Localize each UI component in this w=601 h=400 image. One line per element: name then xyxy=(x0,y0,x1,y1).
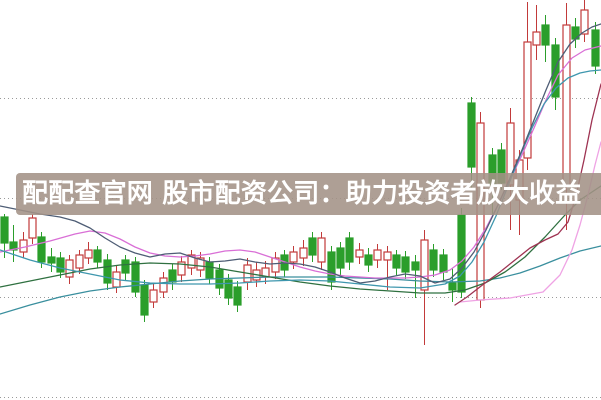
candle-body xyxy=(457,214,466,293)
candle-body xyxy=(187,254,196,269)
candle-body xyxy=(467,102,476,168)
candle-body xyxy=(448,282,457,291)
candle-body xyxy=(532,31,541,46)
ma-green xyxy=(0,185,601,294)
candle-body xyxy=(580,9,589,35)
candle-body xyxy=(523,41,532,159)
candle-body xyxy=(159,277,168,293)
candle-body xyxy=(364,254,373,266)
candle-body xyxy=(56,257,65,273)
candle-body xyxy=(84,249,93,259)
candle-body xyxy=(93,249,102,263)
candle-body xyxy=(75,254,84,269)
candle-body xyxy=(411,261,420,271)
candle-body xyxy=(541,24,550,46)
candle-body xyxy=(355,249,364,258)
candle-body xyxy=(233,286,242,306)
candle-body xyxy=(317,237,326,263)
candle-body xyxy=(205,261,214,279)
candle-body xyxy=(149,289,158,303)
candle-body xyxy=(196,257,205,271)
candle-body xyxy=(131,261,140,293)
candle-body xyxy=(224,279,233,299)
candle-body xyxy=(289,251,298,263)
candle-body xyxy=(140,284,149,316)
candle-body xyxy=(373,249,382,261)
candle-body xyxy=(37,236,46,263)
headline-overlay: 配配查官网 股市配资公司：助力投资者放大收益 xyxy=(16,173,601,215)
ma-teal-long xyxy=(0,245,601,315)
candle-body xyxy=(9,241,18,251)
candle-body xyxy=(65,259,74,278)
candle-body xyxy=(420,239,429,291)
candle-body xyxy=(345,237,354,263)
candle-body xyxy=(429,249,438,271)
candle-body xyxy=(177,261,186,276)
candle-body xyxy=(168,269,177,283)
ma-slate xyxy=(0,23,601,284)
ma-maroon xyxy=(454,83,601,306)
ma-cyan xyxy=(0,69,601,289)
candle-body xyxy=(336,247,345,269)
candle-body xyxy=(299,247,308,259)
headline-text: 配配查官网 股市配资公司：助力投资者放大收益 xyxy=(22,179,582,209)
candle-body xyxy=(383,251,392,261)
candle-body xyxy=(439,254,448,273)
candle-body xyxy=(308,237,317,256)
candle-body xyxy=(103,259,112,284)
candle-body xyxy=(0,216,9,244)
candle-body xyxy=(551,44,560,98)
candle-body xyxy=(327,251,336,283)
candle-body xyxy=(121,259,130,274)
candle-body xyxy=(28,217,37,239)
candle-body xyxy=(19,239,28,253)
candle-body xyxy=(47,256,56,264)
candle-body xyxy=(401,256,410,273)
candle-body xyxy=(271,257,280,273)
candle-body xyxy=(392,254,401,269)
